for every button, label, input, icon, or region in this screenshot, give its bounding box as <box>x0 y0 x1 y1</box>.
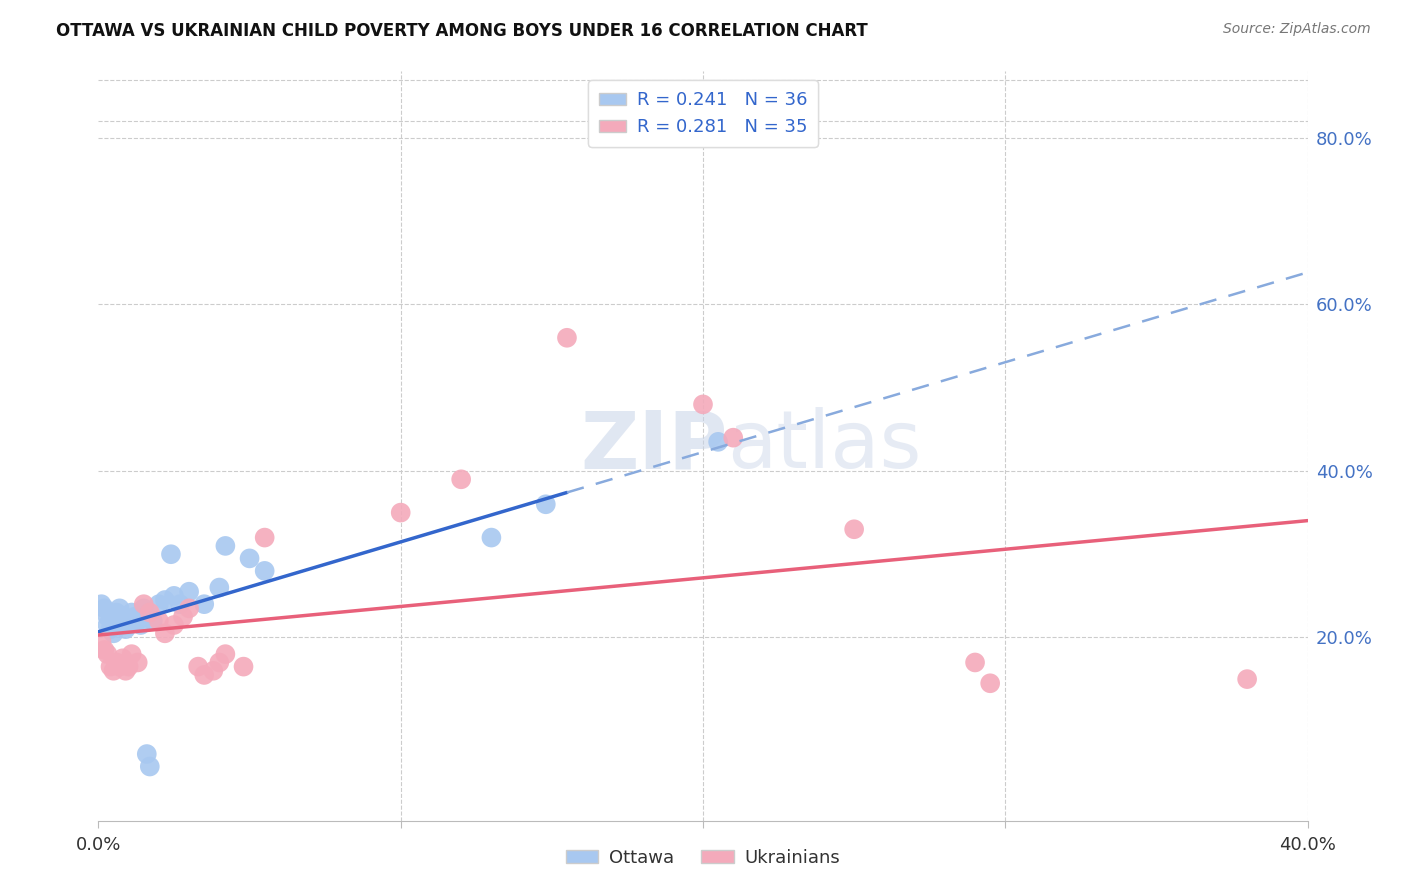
Legend: R = 0.241   N = 36, R = 0.281   N = 35: R = 0.241 N = 36, R = 0.281 N = 35 <box>588 80 818 147</box>
Point <box>214 539 236 553</box>
Point <box>253 564 276 578</box>
Point <box>90 597 112 611</box>
Text: atlas: atlas <box>727 407 921 485</box>
Point <box>179 601 201 615</box>
Point <box>127 656 149 670</box>
Point <box>121 647 143 661</box>
Point <box>111 651 134 665</box>
Y-axis label: Child Poverty Among Boys Under 16: Child Poverty Among Boys Under 16 <box>0 295 8 597</box>
Point <box>105 656 128 670</box>
Point <box>193 668 215 682</box>
Point <box>389 506 412 520</box>
Point <box>111 618 134 632</box>
Point <box>172 609 194 624</box>
Point <box>96 618 118 632</box>
Point <box>253 531 276 545</box>
Point <box>111 614 134 628</box>
Point <box>118 618 141 632</box>
Point <box>127 614 149 628</box>
Point <box>193 597 215 611</box>
Point <box>129 618 152 632</box>
Point <box>142 614 165 628</box>
Point <box>124 609 146 624</box>
Point <box>148 597 170 611</box>
Point <box>105 614 128 628</box>
Point <box>96 609 118 624</box>
Point <box>534 497 557 511</box>
Point <box>118 659 141 673</box>
Point <box>153 593 176 607</box>
Point <box>93 643 115 657</box>
Point <box>153 626 176 640</box>
Point <box>148 614 170 628</box>
Point <box>208 656 231 670</box>
Point <box>163 618 186 632</box>
Point <box>555 331 578 345</box>
Point <box>208 581 231 595</box>
Text: ZIP: ZIP <box>579 407 727 485</box>
Point <box>90 634 112 648</box>
Point <box>100 622 122 636</box>
Point <box>100 659 122 673</box>
Point <box>707 434 730 449</box>
Point <box>108 601 131 615</box>
Point <box>723 431 745 445</box>
Text: OTTAWA VS UKRAINIAN CHILD POVERTY AMONG BOYS UNDER 16 CORRELATION CHART: OTTAWA VS UKRAINIAN CHILD POVERTY AMONG … <box>56 22 868 40</box>
Point <box>121 606 143 620</box>
Point <box>179 584 201 599</box>
Point <box>103 664 125 678</box>
Point <box>139 606 162 620</box>
Point <box>692 397 714 411</box>
Point <box>965 656 987 670</box>
Point <box>139 759 162 773</box>
Point <box>96 647 118 661</box>
Point <box>979 676 1001 690</box>
Point <box>93 601 115 615</box>
Point <box>239 551 262 566</box>
Point <box>187 659 209 673</box>
Point <box>160 547 183 561</box>
Point <box>135 747 157 761</box>
Point <box>114 664 136 678</box>
Point <box>214 647 236 661</box>
Point <box>108 659 131 673</box>
Text: Source: ZipAtlas.com: Source: ZipAtlas.com <box>1223 22 1371 37</box>
Point <box>132 601 155 615</box>
Point <box>232 659 254 673</box>
Point <box>163 589 186 603</box>
Point <box>132 597 155 611</box>
Point <box>114 622 136 636</box>
Point <box>844 522 866 536</box>
Legend: Ottawa, Ukrainians: Ottawa, Ukrainians <box>558 842 848 874</box>
Point <box>105 606 128 620</box>
Point <box>450 472 472 486</box>
Point <box>169 597 191 611</box>
Point <box>108 609 131 624</box>
Point <box>103 626 125 640</box>
Point <box>202 664 225 678</box>
Point <box>1236 672 1258 686</box>
Point <box>481 531 503 545</box>
